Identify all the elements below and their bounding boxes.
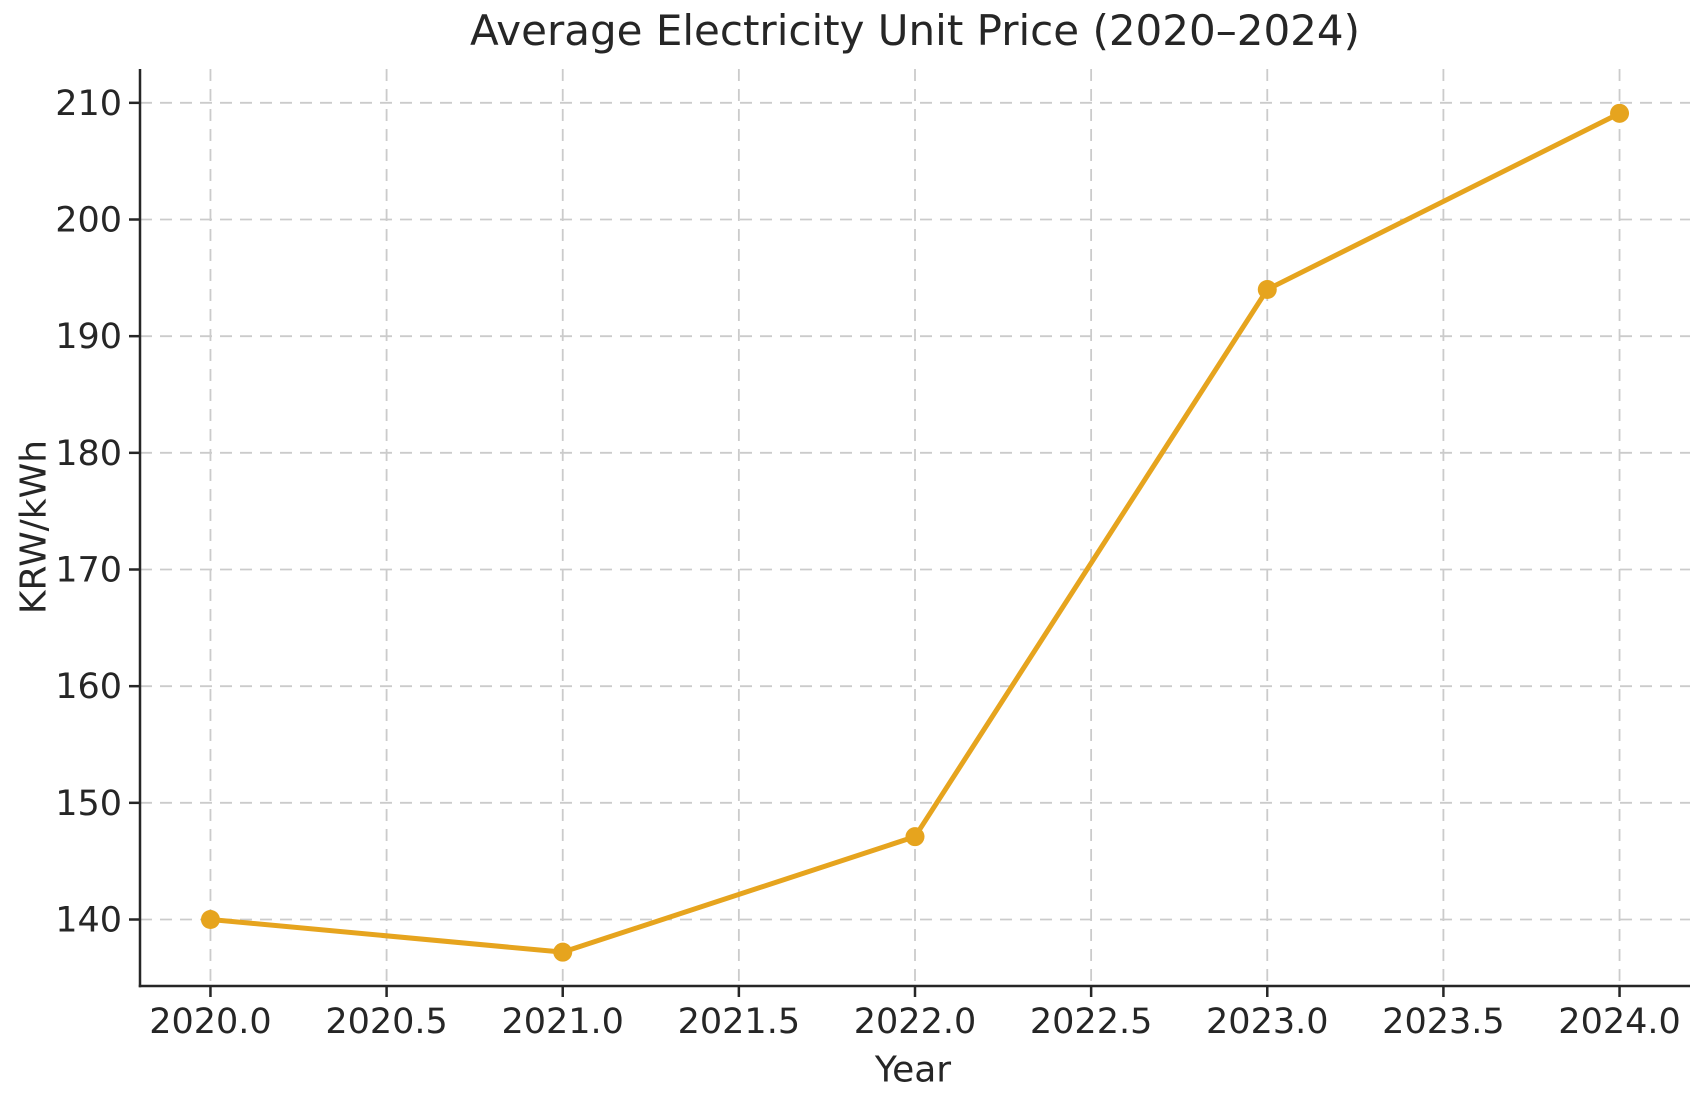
x-axis-label: Year <box>874 1049 952 1091</box>
x-tick-label: 2020.5 <box>325 1002 447 1042</box>
x-tick-label: 2023.5 <box>1382 1002 1504 1042</box>
x-tick-label: 2023.0 <box>1206 1002 1328 1042</box>
data-point <box>1257 280 1277 299</box>
y-tick-label: 140 <box>55 901 122 941</box>
y-tick-label: 210 <box>55 84 122 124</box>
x-tick-label: 2021.0 <box>501 1002 623 1042</box>
chart-title: Average Electricity Unit Price (2020–202… <box>470 6 1360 55</box>
x-tick-label: 2022.0 <box>854 1002 976 1042</box>
data-point <box>1610 103 1630 123</box>
x-tick-label: 2021.5 <box>678 1002 800 1042</box>
x-tick-label: 2020.0 <box>149 1002 271 1042</box>
y-tick-label: 160 <box>55 667 122 707</box>
x-tick-label: 2022.5 <box>1030 1002 1152 1042</box>
y-tick-label: 180 <box>55 434 122 474</box>
y-tick-label: 200 <box>55 201 122 241</box>
y-axis-label: KRW/kWh <box>13 439 55 615</box>
y-tick-label: 190 <box>55 317 122 357</box>
y-tick-label: 150 <box>55 784 122 824</box>
data-point <box>905 827 925 847</box>
x-tick-label: 2024.0 <box>1558 1002 1680 1042</box>
data-point <box>200 910 220 929</box>
data-point <box>553 942 573 962</box>
y-tick-label: 170 <box>55 551 122 591</box>
